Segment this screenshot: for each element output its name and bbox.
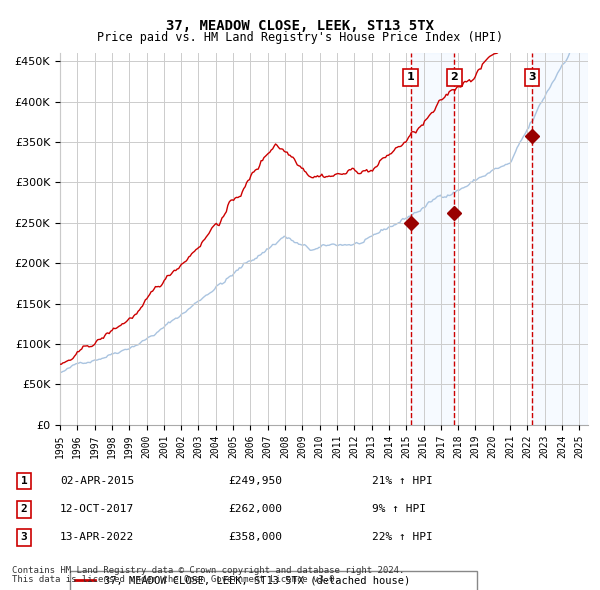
Text: 3: 3 (20, 533, 28, 542)
Text: 12-OCT-2017: 12-OCT-2017 (60, 504, 134, 514)
Text: 02-APR-2015: 02-APR-2015 (60, 476, 134, 486)
Text: Price paid vs. HM Land Registry's House Price Index (HPI): Price paid vs. HM Land Registry's House … (97, 31, 503, 44)
Text: 22% ↑ HPI: 22% ↑ HPI (372, 533, 433, 542)
Text: 21% ↑ HPI: 21% ↑ HPI (372, 476, 433, 486)
Text: Contains HM Land Registry data © Crown copyright and database right 2024.: Contains HM Land Registry data © Crown c… (12, 566, 404, 575)
Text: This data is licensed under the Open Government Licence v3.0.: This data is licensed under the Open Gov… (12, 575, 340, 584)
Text: £262,000: £262,000 (228, 504, 282, 514)
Text: 3: 3 (529, 73, 536, 83)
Legend: 37, MEADOW CLOSE, LEEK, ST13 5TX (detached house), HPI: Average price, detached : 37, MEADOW CLOSE, LEEK, ST13 5TX (detach… (70, 571, 477, 590)
Text: 37, MEADOW CLOSE, LEEK, ST13 5TX: 37, MEADOW CLOSE, LEEK, ST13 5TX (166, 19, 434, 33)
Text: 9% ↑ HPI: 9% ↑ HPI (372, 504, 426, 514)
Bar (532, 53, 588, 425)
Text: 2: 2 (451, 73, 458, 83)
Bar (410, 53, 454, 425)
Text: 13-APR-2022: 13-APR-2022 (60, 533, 134, 542)
Text: 1: 1 (20, 476, 28, 486)
Text: £249,950: £249,950 (228, 476, 282, 486)
Text: 1: 1 (407, 73, 415, 83)
Text: 2: 2 (20, 504, 28, 514)
Text: £358,000: £358,000 (228, 533, 282, 542)
